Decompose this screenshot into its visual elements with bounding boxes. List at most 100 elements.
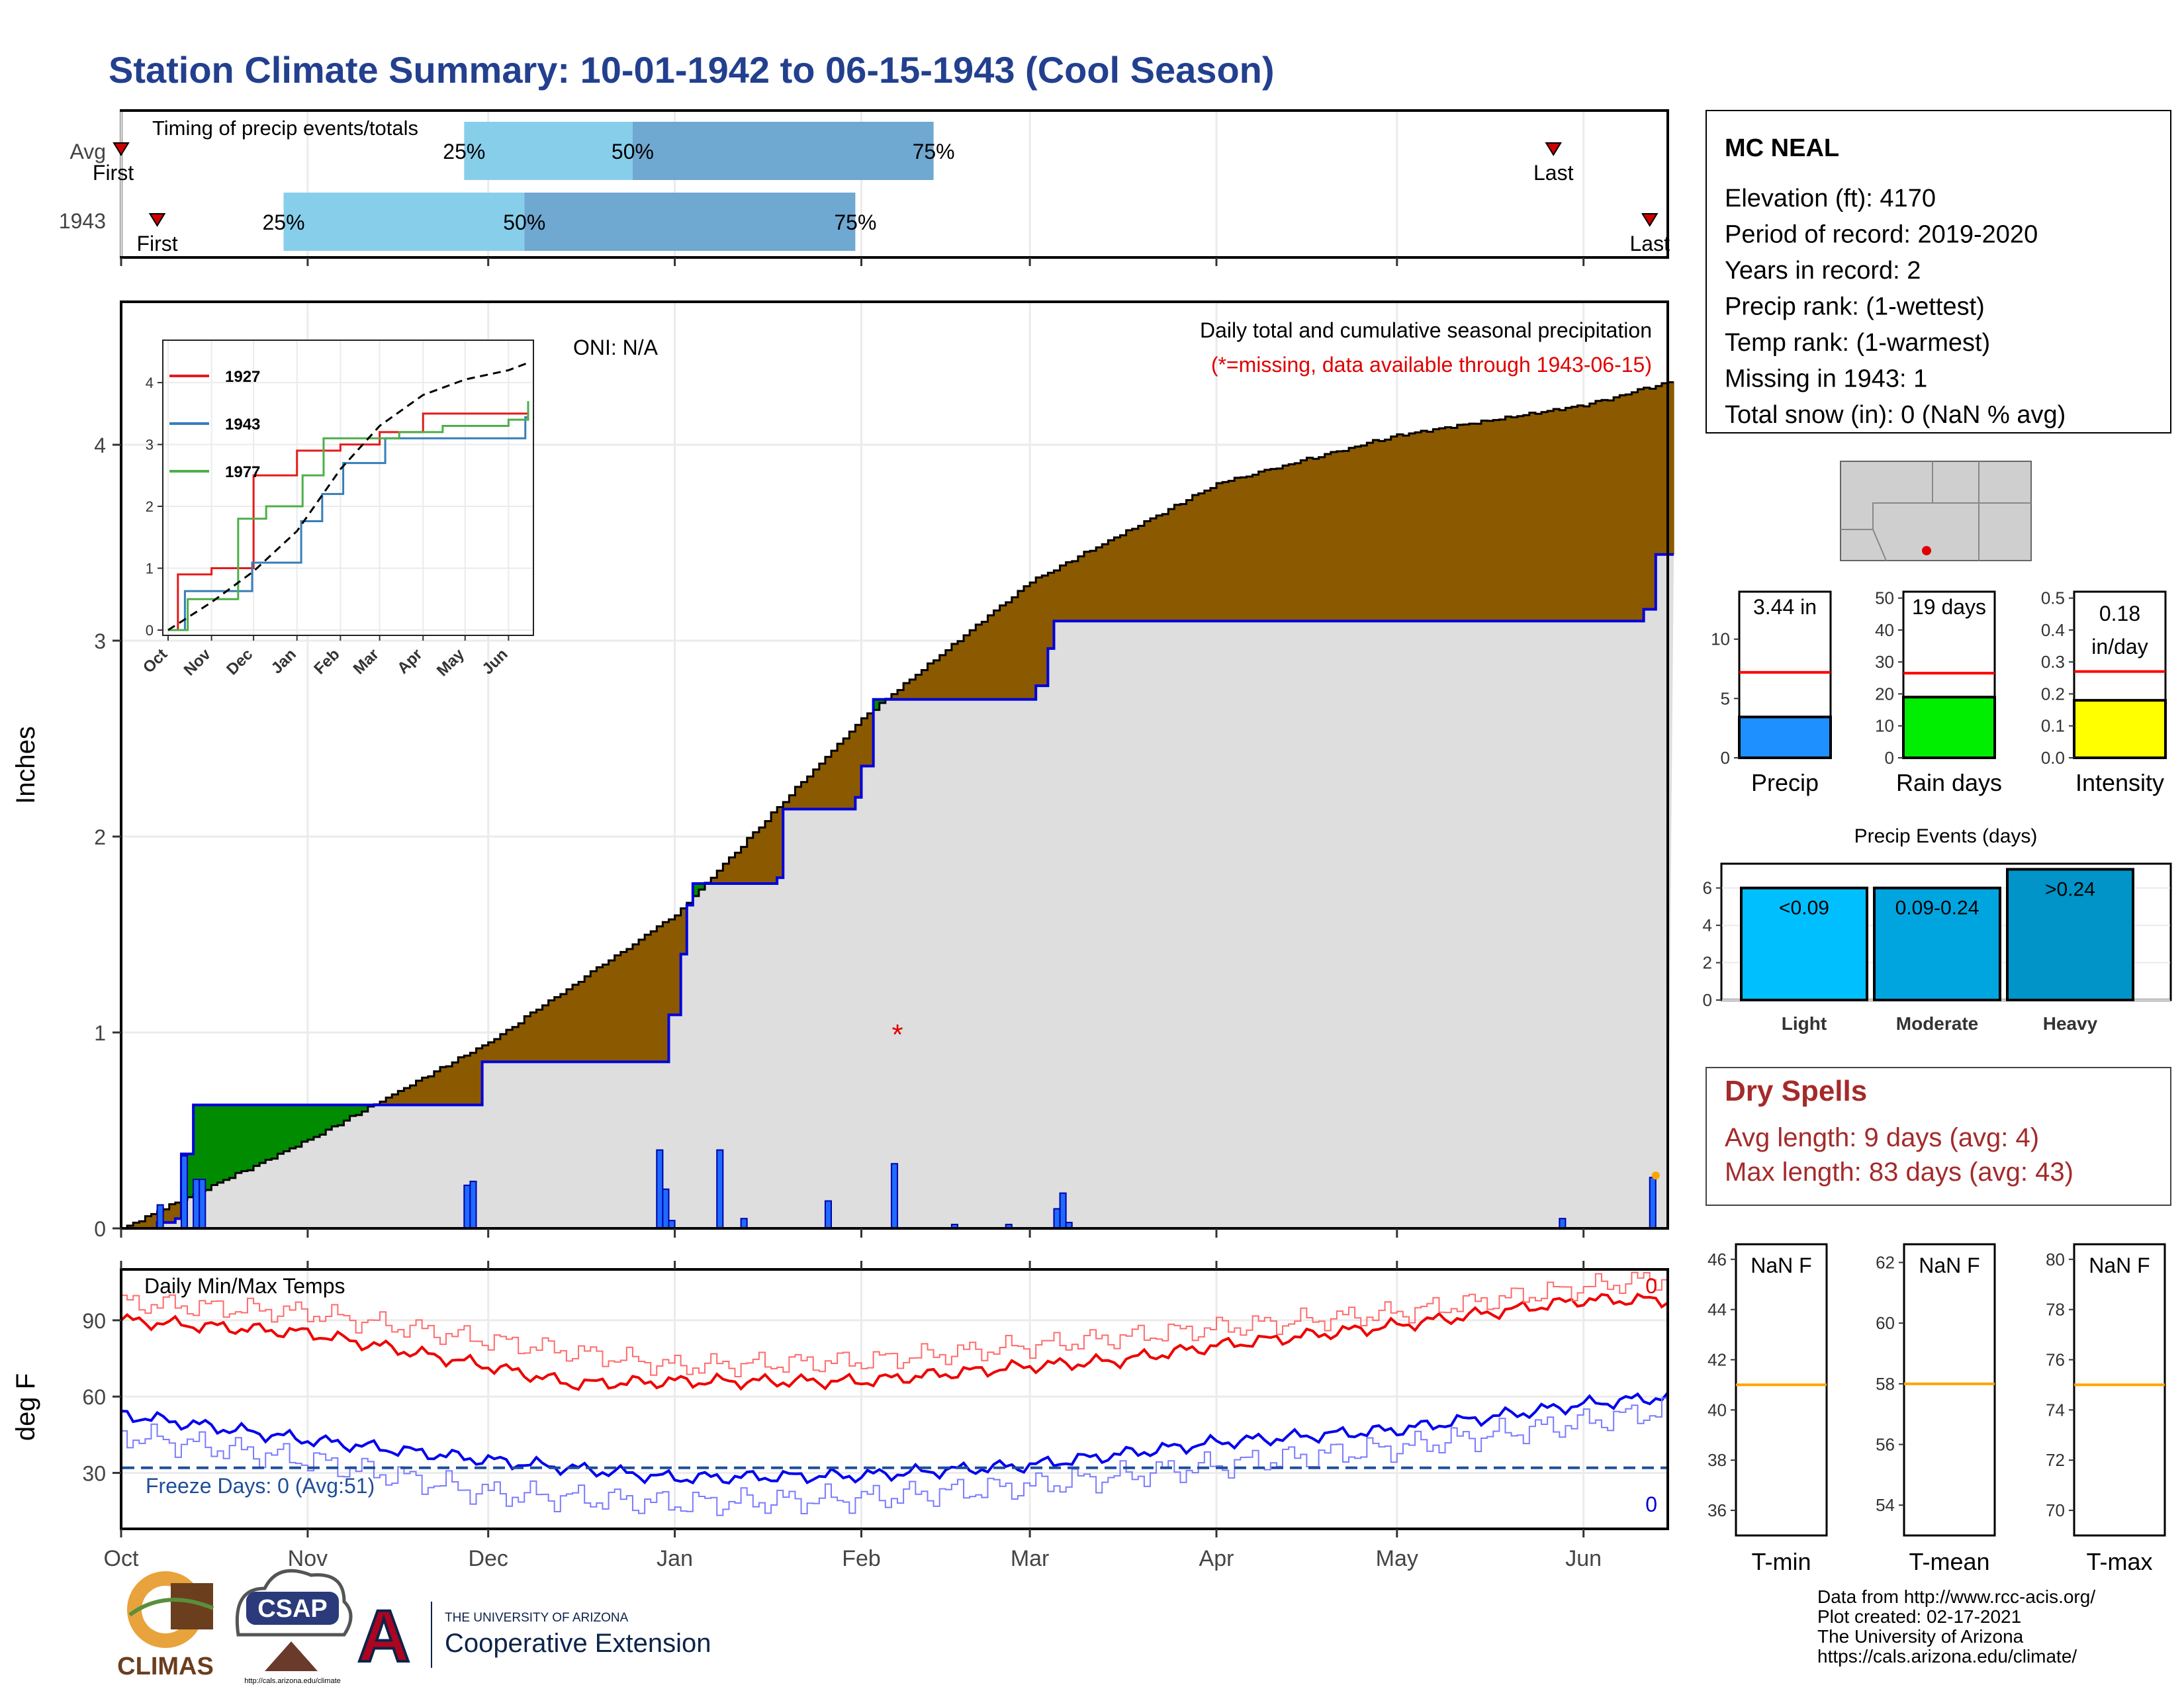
temp-series-line xyxy=(120,1391,1669,1485)
deficit-area-segment xyxy=(1162,514,1169,621)
daily-precip-bar xyxy=(199,1179,206,1229)
daily-precip-bar xyxy=(890,1163,899,1229)
last-data-marker xyxy=(1651,1171,1660,1180)
deficit-area-segment xyxy=(843,738,850,809)
timing-row-label-avg: Avg xyxy=(69,140,106,163)
surplus-area-segment xyxy=(265,1105,272,1160)
deficit-area-segment xyxy=(1306,457,1314,621)
deficit-area-segment xyxy=(927,663,934,700)
deficit-area-segment xyxy=(1096,547,1103,621)
deficit-area-segment xyxy=(1475,424,1482,621)
deficit-area-segment xyxy=(789,795,796,809)
daily-precip-bar xyxy=(740,1218,748,1229)
csap-url: http://cals.arizona.edu/climate xyxy=(244,1677,341,1685)
deficit-area-segment xyxy=(1608,400,1614,621)
events-tick-label: 2 xyxy=(1703,953,1712,973)
deficit-area-segment xyxy=(729,857,736,884)
surplus-area-segment xyxy=(320,1105,326,1135)
temp-y-axis-label: deg F xyxy=(11,1373,40,1441)
events-title: Precip Events (days) xyxy=(1854,825,2038,847)
deficit-area-segment xyxy=(674,915,682,1015)
timing-panel: Timing of precip events/totals 25% 50% 75%… xyxy=(59,109,1670,259)
inset-series-line xyxy=(168,416,528,631)
deficit-area-segment xyxy=(639,939,645,1062)
deficit-area-segment xyxy=(1318,457,1326,621)
dry-spells-max: Max length: 83 days (avg: 43) xyxy=(1725,1158,2073,1187)
deficit-area-segment xyxy=(476,1048,483,1105)
deficit-area-segment xyxy=(1234,477,1241,621)
inset-series-line xyxy=(167,361,529,631)
mini-chart-value-unit: in/day xyxy=(2091,635,2148,659)
deficit-area-segment xyxy=(410,1085,417,1105)
main-y-axis-label: Inches xyxy=(11,726,40,804)
daily-precip-bar xyxy=(156,1204,164,1229)
deficit-area-segment xyxy=(1342,451,1349,621)
surplus-area-segment xyxy=(205,1105,212,1190)
deficit-area-segment xyxy=(1373,439,1380,621)
temp-box-tick-label: 36 xyxy=(1707,1500,1727,1520)
deficit-area-segment xyxy=(1402,435,1410,621)
deficit-area-segment xyxy=(783,801,790,809)
deficit-area-segment xyxy=(169,1204,176,1223)
deficit-area-segment xyxy=(1499,419,1506,621)
deficit-area-segment xyxy=(1481,420,1488,621)
surplus-area-segment xyxy=(361,1105,369,1112)
climas-logo: CLIMAS xyxy=(117,1571,214,1680)
dry-spells-title: Dry Spells xyxy=(1725,1075,1867,1107)
deficit-area-segment xyxy=(1457,424,1464,621)
surplus-area-segment xyxy=(277,1105,285,1154)
temp-box-frame xyxy=(1735,1243,1828,1537)
deficit-area-segment xyxy=(1541,412,1548,621)
mini-chart-value: 19 days xyxy=(1912,595,1986,619)
deficit-area-segment xyxy=(458,1057,465,1105)
deficit-area-segment xyxy=(590,971,597,1062)
deficit-area-segment xyxy=(482,1045,489,1062)
average-cumulative-line xyxy=(121,381,1674,1230)
deficit-area-segment xyxy=(1011,597,1019,700)
events-category-label: Moderate xyxy=(1896,1013,1978,1034)
mini-chart-tick-label: 40 xyxy=(1875,620,1894,640)
deficit-area-segment xyxy=(1355,446,1361,621)
deficit-area-segment xyxy=(524,1016,531,1062)
deficit-area-segment xyxy=(1619,395,1626,621)
footer-line-3: The University of Arizona xyxy=(1817,1626,2024,1647)
min-count-label: 0 xyxy=(1645,1492,1657,1516)
deficit-area-segment xyxy=(1408,433,1416,621)
deficit-area-segment xyxy=(1565,408,1572,621)
deficit-area-segment xyxy=(578,982,585,1062)
daily-precip-bar xyxy=(1059,1192,1067,1229)
deficit-area-segment xyxy=(849,731,856,809)
inset-y-tick-label: 1 xyxy=(146,561,154,577)
surplus-area-segment xyxy=(873,699,880,710)
footer-credits: Data from http://www.rcc-acis.org/ Plot … xyxy=(1817,1586,2095,1667)
deficit-area-segment xyxy=(1240,477,1248,621)
surplus-area-segment xyxy=(193,1105,200,1195)
temp-box-tick-label: 38 xyxy=(1707,1450,1727,1470)
deficit-area-segment xyxy=(909,679,916,700)
deficit-area-segment xyxy=(620,952,627,1062)
deficit-area-segment xyxy=(1060,565,1067,621)
events-bar-label: 0.09-0.24 xyxy=(1895,897,1979,919)
daily-precip-bar xyxy=(1559,1218,1567,1229)
deficit-area-segment xyxy=(999,605,1007,700)
precip-panel: 0 1 2 3 4 Inches ONI: N/A Daily total and cu… xyxy=(11,257,1674,1241)
deficit-area-segment xyxy=(1439,428,1446,621)
surplus-area-segment xyxy=(326,1105,332,1130)
deficit-area-segment xyxy=(608,960,615,1062)
deficit-area-segment xyxy=(566,989,573,1062)
deficit-area-segment xyxy=(1469,424,1476,621)
deficit-area-segment xyxy=(819,763,826,809)
deficit-area-segment xyxy=(626,948,633,1062)
events-tick-label: 0 xyxy=(1703,990,1712,1010)
deficit-area-segment xyxy=(1595,400,1602,621)
deficit-area-segment xyxy=(939,655,946,700)
oni-label: ONI: N/A xyxy=(573,336,659,359)
deficit-area-segment xyxy=(1276,468,1283,621)
deficit-area-segment xyxy=(1114,537,1121,621)
timing-bar-q25-q50 xyxy=(464,122,633,180)
surplus-area-segment xyxy=(217,1105,224,1183)
surplus-area-segment xyxy=(271,1105,279,1159)
max-count-label: 0 xyxy=(1645,1274,1657,1298)
mini-chart-tick-label: 0.1 xyxy=(2041,716,2065,736)
inset-y-tick-label: 4 xyxy=(146,375,154,391)
